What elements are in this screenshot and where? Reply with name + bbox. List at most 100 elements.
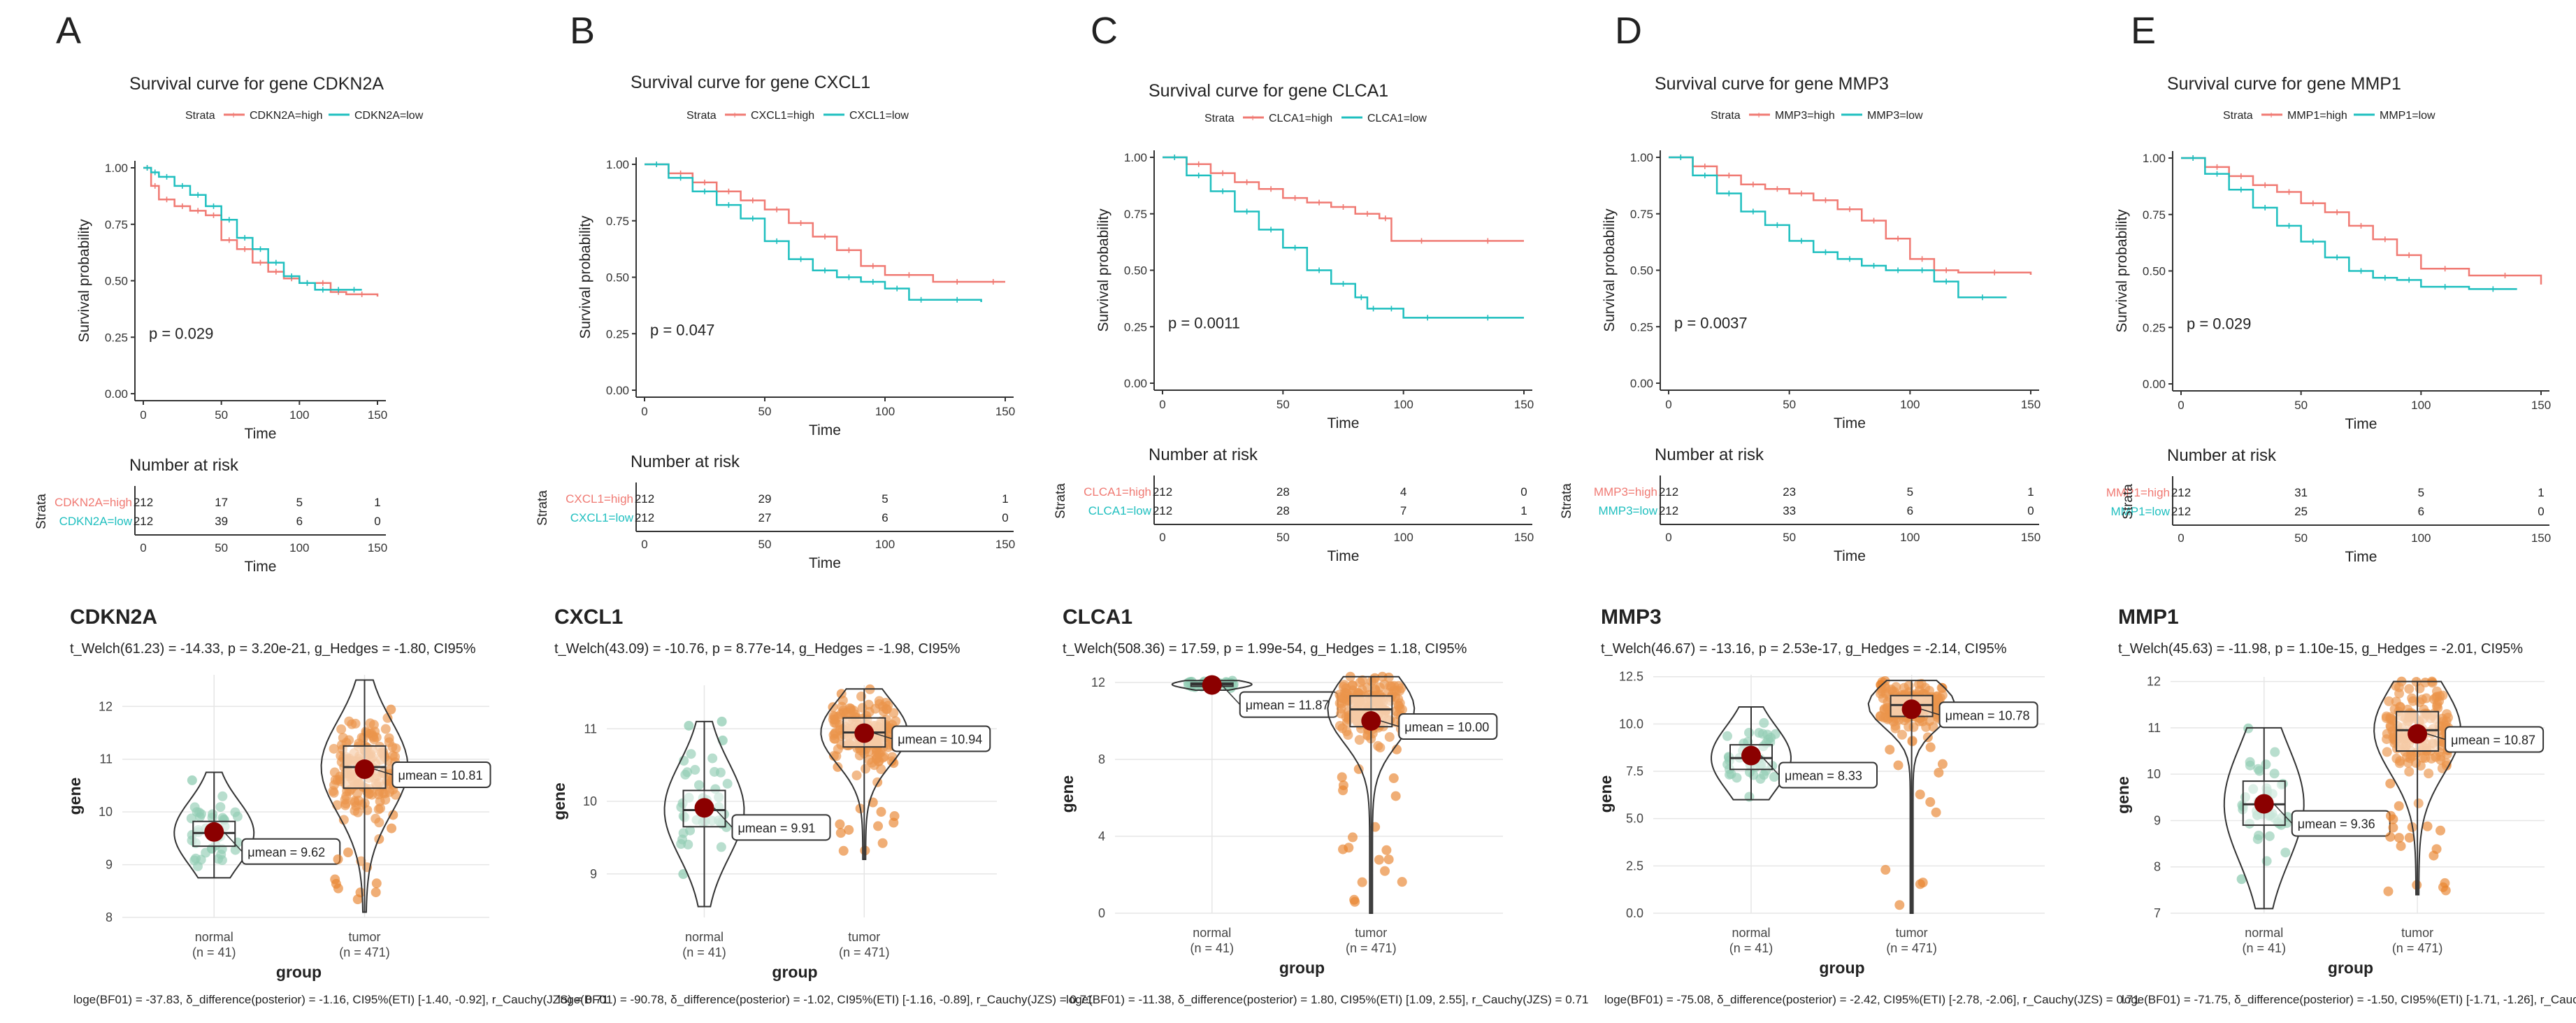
censor-mark [2310, 200, 2316, 206]
legend-low-label: CLCA1=low [1367, 113, 1427, 124]
normal-point [201, 847, 211, 858]
y-tick-label: 0.00 [105, 387, 128, 401]
tumor-point [333, 854, 343, 864]
mean-dot [204, 822, 224, 842]
panel-letter: A [56, 10, 81, 52]
risk-low-count: 0 [1002, 511, 1008, 524]
normal-point [2254, 766, 2265, 776]
mean-label: μmean = 9.91 [738, 821, 816, 835]
y-tick-label: 0.25 [105, 331, 128, 344]
y-tick-label: 1.00 [1630, 151, 1653, 164]
risk-strata-title: Strata [535, 490, 550, 526]
censor-mark [336, 287, 342, 293]
panel-letter: C [1091, 10, 1118, 52]
tumor-point [1338, 844, 1348, 854]
legend-strata-label: Strata [1204, 113, 1235, 124]
risk-high-count: 212 [134, 496, 153, 509]
censor-mark [870, 278, 876, 285]
censor-mark [1822, 197, 1829, 203]
survival-curve-high [1163, 156, 1524, 242]
mean-label-leader [713, 807, 733, 828]
risk-low-count: 39 [215, 515, 228, 528]
y-tick-label: 11 [99, 752, 113, 766]
y-tick-label: 0.75 [1630, 208, 1653, 221]
legend-high-label: MMP1=high [2287, 110, 2347, 122]
mean-label-box [2291, 810, 2391, 837]
risk-low-label: MMP1=low [2110, 505, 2170, 518]
bf-line: loge(BF01) = -11.38, δ_difference(poster… [1066, 993, 1588, 1006]
tumor-point [1337, 772, 1347, 782]
censor-mark [2262, 182, 2268, 188]
tumor-point [1393, 700, 1404, 710]
normal-point [682, 767, 693, 778]
tumor-point [343, 847, 353, 858]
survival-curve-low [2181, 157, 2517, 290]
mean-label: μmean = 8.33 [1785, 769, 1862, 783]
tumor-point [2383, 886, 2394, 896]
censor-mark [242, 235, 248, 241]
censor-mark [798, 256, 804, 262]
y-tick-label: 0.25 [2143, 321, 2166, 334]
tumor-point [1925, 742, 1936, 752]
mean-label: μmean = 10.81 [398, 768, 483, 782]
tumor-point [837, 701, 847, 712]
censor-mark [1726, 190, 1732, 196]
tumor-point [876, 807, 886, 817]
mean-label-box [241, 838, 341, 865]
gene-title: CXCL1 [554, 606, 623, 629]
censor-mark [179, 203, 185, 209]
censor-mark [1195, 172, 1202, 178]
normal-point [2280, 847, 2291, 858]
risk-x-tick-label: 50 [758, 538, 772, 551]
censor-mark [1382, 215, 1388, 222]
violin-panel-CXCL1: CXCL1 t_Welch(43.09) = -10.76, p = 8.77e-… [550, 606, 1093, 1006]
risk-low-count: 0 [374, 515, 380, 528]
x-category-label: tumor [1355, 926, 1387, 940]
normal-point [710, 766, 720, 777]
risk-x-tick-label: 0 [140, 541, 146, 555]
tumor-point [876, 764, 886, 775]
risk-x-tick-label: 100 [875, 538, 895, 551]
x-category-n: (n = 41) [682, 945, 726, 959]
x-tick-label: 0 [140, 408, 146, 422]
censor-mark [164, 173, 170, 180]
risk-high-label: MMP3=high [1594, 485, 1657, 499]
censor-mark [2286, 222, 2292, 229]
x-tick-label: 150 [2021, 398, 2041, 411]
mean-label: μmean = 10.94 [898, 732, 982, 746]
censor-mark [726, 188, 732, 194]
censor-mark [2490, 286, 2496, 292]
x-category-label: tumor [848, 930, 880, 944]
tumor-point [388, 810, 398, 820]
survival-panel-E: E Survival curve for gene MMP1 Strata + MMP1… [2106, 10, 2551, 565]
risk-x-tick-label: 150 [1514, 531, 1534, 544]
tumor-point [378, 788, 389, 799]
censor-mark [2406, 252, 2412, 258]
censor-mark [1195, 161, 1202, 167]
censor-mark [846, 274, 852, 280]
y-tick-label: 0.75 [105, 218, 128, 231]
legend-high-glyph: + [732, 109, 737, 120]
gene-title: CLCA1 [1063, 606, 1132, 629]
tumor-point [1349, 894, 1360, 905]
risk-low-count: 212 [1659, 504, 1678, 517]
censor-mark [1358, 294, 1365, 301]
risk-strata-title: Strata [1560, 483, 1574, 519]
x-category-n: (n = 41) [1729, 941, 1773, 955]
x-category-label: normal [685, 930, 724, 944]
risk-low-count: 212 [2171, 505, 2191, 518]
mean-label-leader [1921, 708, 1940, 715]
censor-mark [351, 287, 357, 293]
tumor-point [1354, 735, 1365, 745]
censor-mark [870, 263, 876, 269]
bf-line: loge(BF01) = -37.83, δ_difference(poster… [73, 993, 609, 1006]
tumor-point [1924, 685, 1935, 696]
censor-mark [1871, 263, 1877, 269]
tumor-point [1355, 677, 1365, 687]
censor-mark [226, 217, 232, 223]
risk-low-count: 6 [296, 515, 303, 528]
censor-mark [1244, 179, 1250, 185]
normal-point [230, 807, 240, 817]
censor-mark [1220, 170, 1226, 176]
risk-x-tick-label: 150 [2531, 531, 2551, 545]
